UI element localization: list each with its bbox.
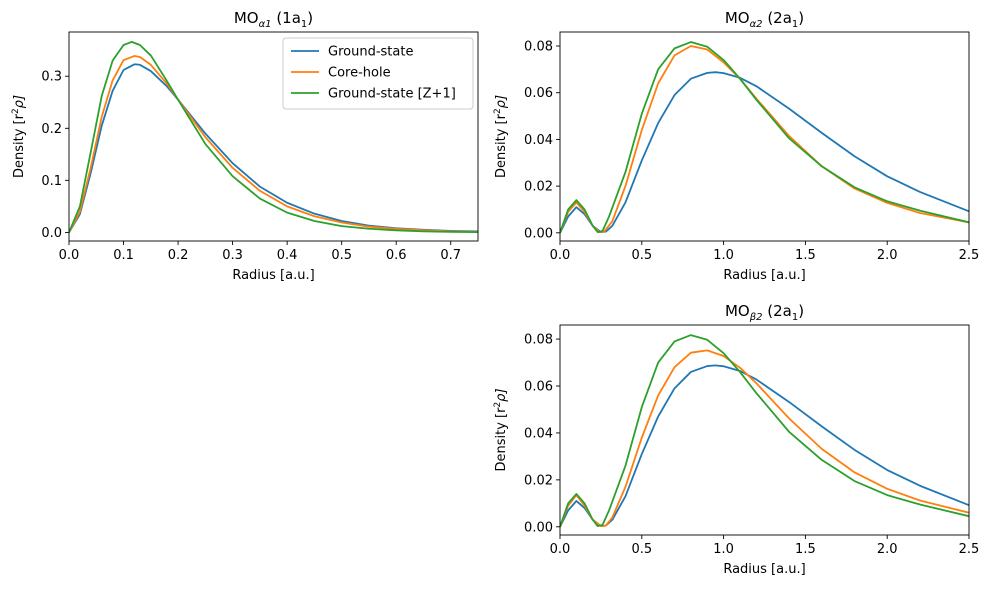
y-tick-label: 0.2 bbox=[41, 122, 62, 137]
y-tick-label: 0.00 bbox=[524, 226, 553, 241]
series-line-ground-state-z-1 bbox=[69, 40, 478, 234]
y-axis-label: Density [r2ρ] bbox=[493, 388, 509, 471]
x-tick-label: 0.0 bbox=[59, 248, 80, 263]
chart-panel-1: 0.0 0.1 0.2 0.3 0.4 0.5 0.6 0.7 0.0 0.1 0.2 0.3 Radi… bbox=[11, 9, 479, 283]
y-tick-label: 0.08 bbox=[524, 40, 553, 55]
x-axis-label: Radius [a.u.] bbox=[232, 268, 314, 283]
x-tick-label: 2.0 bbox=[877, 248, 898, 263]
y-tick-label: 0.1 bbox=[41, 174, 62, 189]
y-axis-label: Density [r2ρ] bbox=[493, 95, 509, 178]
x-tick-label: 0.5 bbox=[631, 542, 652, 557]
y-tick-label: 0.04 bbox=[524, 133, 553, 148]
series-line-core-hole bbox=[560, 45, 969, 234]
legend-entry: Core-hole bbox=[328, 66, 391, 81]
chart-panel-3: 0.0 0.5 1.0 1.5 2.0 2.5 0.00 0.02 0.04 0.06 0.08 Ra… bbox=[493, 302, 979, 577]
x-tick-label: 0.4 bbox=[277, 248, 298, 263]
x-tick-label: 1.5 bbox=[795, 542, 816, 557]
axes-frame bbox=[68, 31, 479, 242]
x-tick-label: 0.7 bbox=[440, 248, 461, 263]
y-tick-label: 0.0 bbox=[41, 226, 62, 241]
y-tick-label: 0.02 bbox=[524, 473, 553, 488]
y-tick-label: 0.06 bbox=[524, 380, 553, 395]
series-line-ground-state-z-1 bbox=[560, 334, 969, 528]
x-tick-label: 1.5 bbox=[795, 248, 816, 263]
chart-title: MOα1 (1a1) bbox=[234, 9, 313, 30]
x-axis-label: Radius [a.u.] bbox=[723, 562, 805, 577]
legend-entry: Ground-state [Z+1] bbox=[328, 87, 456, 102]
chart-title: MOα2 (2a1) bbox=[725, 9, 804, 30]
x-tick-label: 1.0 bbox=[713, 248, 734, 263]
axes-frame bbox=[559, 324, 970, 536]
legend-entry: Ground-state bbox=[328, 45, 413, 60]
x-tick-label: 0.0 bbox=[550, 248, 571, 263]
x-tick-label: 2.5 bbox=[959, 248, 980, 263]
y-tick-label: 0.04 bbox=[524, 426, 553, 441]
legend-box bbox=[282, 37, 474, 110]
series-line-core-hole bbox=[69, 55, 478, 233]
x-tick-label: 2.0 bbox=[877, 542, 898, 557]
x-tick-label: 1.0 bbox=[713, 542, 734, 557]
x-tick-label: 0.0 bbox=[550, 542, 571, 557]
chart-title: MOβ2 (2a1) bbox=[725, 302, 804, 323]
legend: Ground-state Core-hole Ground-state [Z+1] bbox=[282, 37, 474, 110]
chart-panel-2: 0.0 0.5 1.0 1.5 2.0 2.5 0.00 0.02 0.04 0.06 0.08 Ra… bbox=[493, 9, 979, 283]
x-axis-label: Radius [a.u.] bbox=[723, 268, 805, 283]
series-line-ground-state bbox=[560, 364, 969, 528]
x-tick-label: 0.5 bbox=[631, 248, 652, 263]
y-tick-label: 0.02 bbox=[524, 180, 553, 195]
y-tick-label: 0.3 bbox=[41, 70, 62, 85]
x-tick-label: 0.2 bbox=[168, 248, 189, 263]
y-tick-label: 0.08 bbox=[524, 333, 553, 348]
x-tick-label: 2.5 bbox=[959, 542, 980, 557]
series-line-ground-state-z-1 bbox=[560, 41, 969, 234]
x-tick-label: 0.6 bbox=[386, 248, 407, 263]
axes-frame bbox=[559, 31, 970, 242]
y-tick-label: 0.00 bbox=[524, 520, 553, 535]
y-axis-label: Density [r2ρ] bbox=[11, 95, 27, 178]
x-tick-label: 0.1 bbox=[113, 248, 134, 263]
y-tick-label: 0.06 bbox=[524, 86, 553, 101]
x-tick-label: 0.5 bbox=[331, 248, 352, 263]
x-tick-label: 0.3 bbox=[222, 248, 243, 263]
